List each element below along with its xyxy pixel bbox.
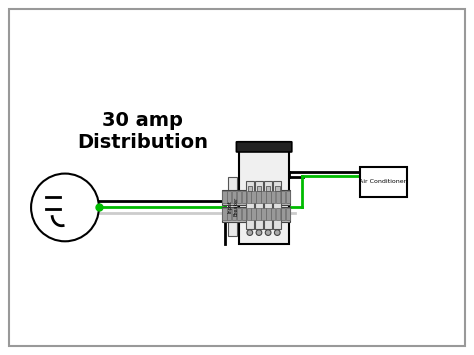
Bar xyxy=(222,191,227,203)
Bar xyxy=(232,191,237,203)
Text: Air Conditioner: Air Conditioner xyxy=(359,179,407,184)
Bar xyxy=(281,191,285,203)
Bar xyxy=(266,191,271,203)
Bar xyxy=(264,181,272,229)
Bar xyxy=(222,190,290,204)
Circle shape xyxy=(274,230,280,235)
Bar xyxy=(222,207,290,222)
Bar xyxy=(251,208,256,220)
Bar xyxy=(237,191,241,203)
Bar xyxy=(232,208,237,220)
Circle shape xyxy=(256,230,262,235)
Bar xyxy=(222,208,227,220)
Bar xyxy=(266,208,271,220)
Bar xyxy=(227,208,231,220)
Bar xyxy=(237,208,241,220)
Bar xyxy=(271,208,275,220)
Bar xyxy=(271,191,275,203)
Bar xyxy=(281,208,285,220)
Bar xyxy=(286,208,290,220)
Bar xyxy=(242,208,246,220)
Bar xyxy=(261,191,265,203)
Circle shape xyxy=(247,230,253,235)
Bar xyxy=(251,191,256,203)
Bar xyxy=(227,191,231,203)
Bar xyxy=(242,191,246,203)
Bar xyxy=(256,191,261,203)
Bar xyxy=(246,181,254,229)
Bar xyxy=(255,181,263,229)
Circle shape xyxy=(31,174,99,241)
Bar xyxy=(257,186,261,191)
Bar xyxy=(246,208,251,220)
Bar xyxy=(275,186,280,191)
Bar xyxy=(276,208,280,220)
Bar xyxy=(256,208,261,220)
Bar xyxy=(273,181,281,229)
Bar xyxy=(359,167,407,197)
Bar xyxy=(228,177,237,236)
Bar xyxy=(276,191,280,203)
Bar xyxy=(266,186,270,191)
Text: 30 amp
Distribution: 30 amp Distribution xyxy=(77,111,208,152)
Bar xyxy=(239,142,289,245)
Bar xyxy=(247,186,252,191)
Text: Input
Breaker: Input Breaker xyxy=(228,197,238,216)
FancyBboxPatch shape xyxy=(237,142,292,152)
Bar xyxy=(246,191,251,203)
Circle shape xyxy=(265,230,271,235)
Bar xyxy=(261,208,265,220)
Bar xyxy=(286,191,290,203)
